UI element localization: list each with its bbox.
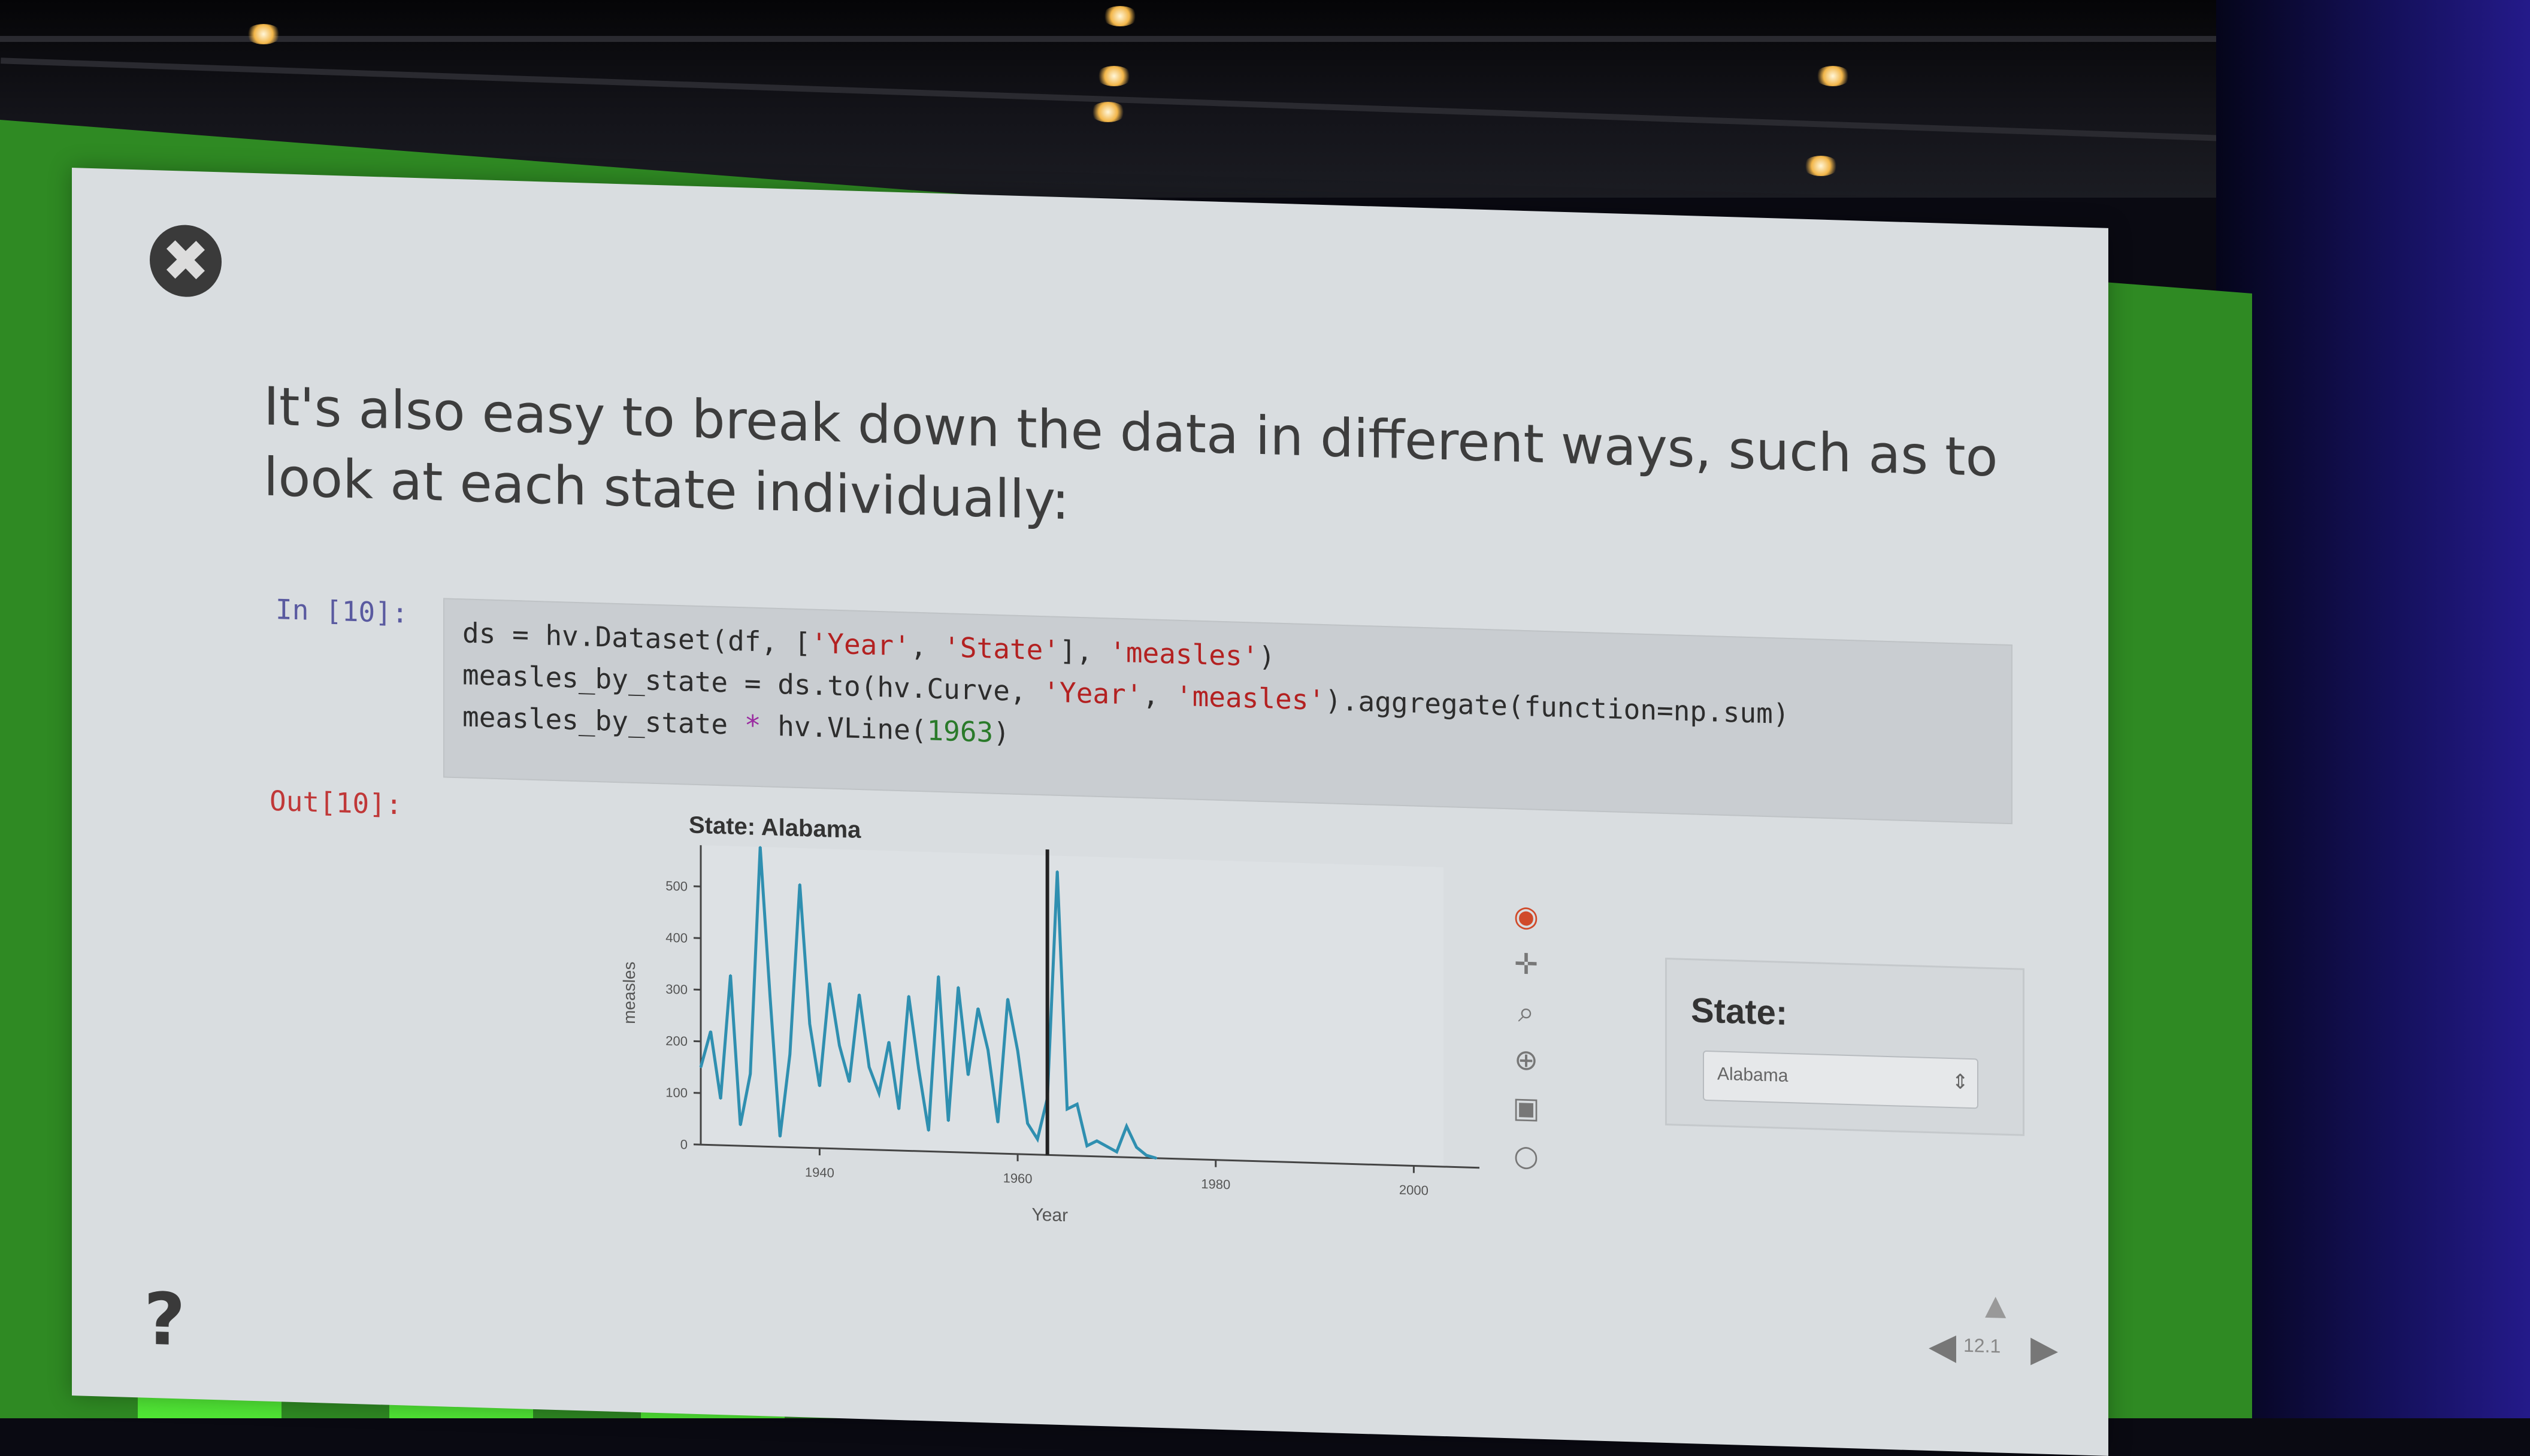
presentation-slide: ✖ It's also easy to break down the data … (72, 168, 2108, 1456)
state-select[interactable]: Alabama ⇕ (1703, 1051, 1978, 1109)
state-select-value: Alabama (1717, 1064, 1788, 1086)
stage-light (1803, 156, 1839, 176)
plot-area (701, 845, 1443, 1167)
select-arrow-icon: ⇕ (1952, 1070, 1969, 1094)
input-prompt: In [10]: (276, 593, 408, 629)
output-prompt: Out[10]: (270, 785, 402, 821)
close-icon[interactable]: ✖ (150, 224, 222, 298)
stage-light (1096, 66, 1132, 86)
stage-light (246, 24, 282, 44)
x-tick-label: 2000 (1399, 1182, 1429, 1198)
stage-light (1090, 102, 1126, 122)
reset-icon[interactable]: ○ (1509, 1139, 1543, 1173)
y-tick-label: 200 (665, 1033, 688, 1049)
logo-icon[interactable]: ◉ (1509, 899, 1543, 934)
wheel-zoom-icon[interactable]: ⊕ (1509, 1043, 1543, 1077)
nav-right-icon[interactable]: ▶ (2030, 1328, 2058, 1370)
y-tick-label: 400 (665, 930, 688, 946)
slide-navigation: ▲ ◀ 12.1 ▶ (1929, 1283, 2066, 1383)
code-cell[interactable]: ds = hv.Dataset(df, ['Year', 'State'], '… (443, 598, 2013, 824)
stage-light (1815, 66, 1851, 86)
slide-counter: 12.1 (1963, 1334, 2001, 1358)
state-label: State: (1691, 990, 1787, 1033)
x-tick-label: 1940 (805, 1164, 834, 1180)
nav-left-icon[interactable]: ◀ (1929, 1325, 1956, 1367)
truss-bar (0, 36, 2530, 42)
plot-toolbar: ◉ ✛ ⌕ ⊕ ▣ ○ (1503, 899, 1551, 1182)
chart-title: State: Alabama (689, 812, 861, 844)
y-tick-label: 300 (665, 982, 688, 997)
help-icon[interactable]: ? (144, 1278, 186, 1363)
y-tick-label: 100 (665, 1085, 688, 1100)
stage-light (1102, 6, 1138, 26)
x-axis-label: Year (1031, 1205, 1068, 1226)
y-tick-label: 0 (680, 1137, 688, 1152)
pan-icon[interactable]: ✛ (1509, 947, 1543, 982)
measles-chart: State: Alabama 0 100 200 300 400 500 1940 1960 19… (563, 799, 1497, 1246)
state-widget: State: Alabama ⇕ (1665, 958, 2024, 1136)
x-tick-label: 1980 (1201, 1176, 1230, 1192)
nav-up-icon[interactable]: ▲ (1978, 1284, 2013, 1327)
x-tick-label: 1960 (1003, 1170, 1033, 1186)
truss-bar (1, 57, 2529, 152)
stage-curtain (2216, 0, 2530, 1418)
y-tick-label: 500 (665, 878, 688, 894)
y-axis-label: measles (620, 961, 638, 1024)
slide-headline: It's also easy to break down the data in… (264, 371, 2001, 564)
save-icon[interactable]: ▣ (1509, 1091, 1543, 1125)
zoom-icon[interactable]: ⌕ (1509, 995, 1543, 1030)
code-line-3: measles_by_state * hv.VLine(1963) (462, 700, 1010, 749)
